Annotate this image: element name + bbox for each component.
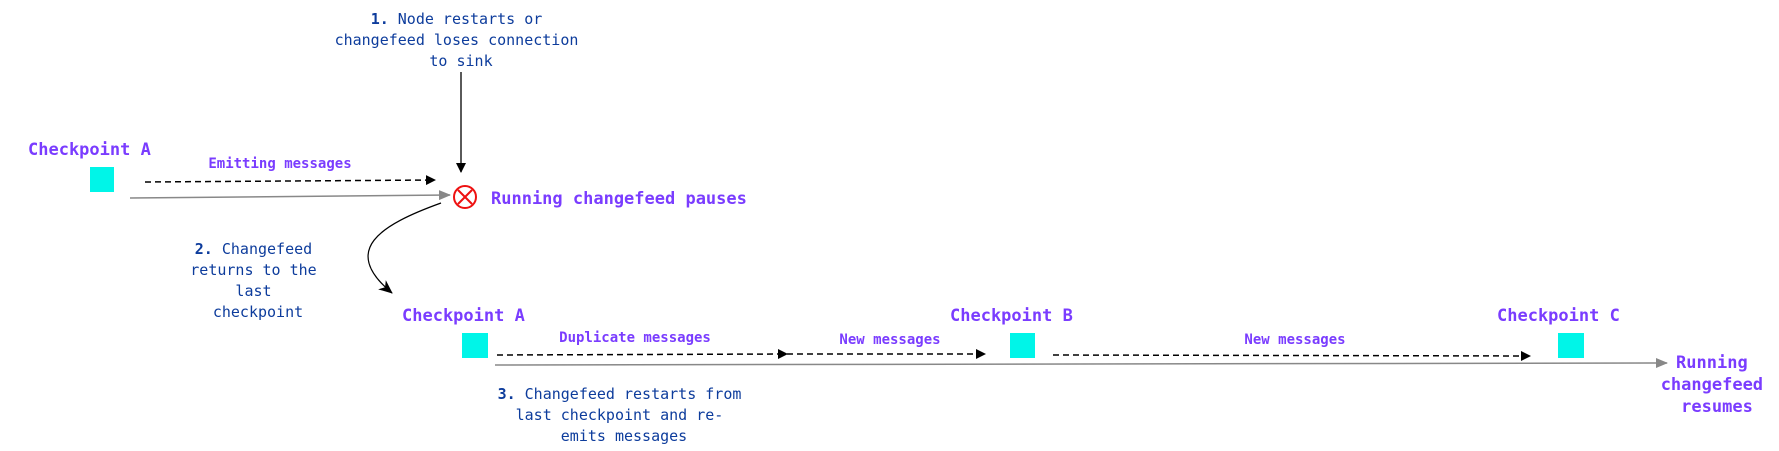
checkpoint-a-marker-row2: [462, 333, 488, 358]
resume-line: changefeed: [1661, 375, 1763, 395]
step3-number: 3.: [498, 385, 516, 403]
step1-number: 1.: [371, 10, 389, 28]
duplicate-messages-label: Duplicate messages: [559, 330, 711, 346]
step1-note: 1. Node restarts or changefeed loses con…: [335, 10, 588, 70]
step3-line: last checkpoint and re-: [516, 406, 724, 424]
step3-line: Changefeed restarts from: [525, 385, 742, 403]
resume-line: Running: [1676, 353, 1748, 373]
checkpoint-a-label-row1: Checkpoint A: [28, 140, 151, 160]
timeline-row1: [129, 190, 451, 201]
step1-line: Node restarts or: [398, 10, 543, 28]
error-circle-x-icon: [453, 185, 477, 209]
checkpoint-c-marker: [1558, 333, 1584, 358]
step3-note: 3. Changefeed restarts from last checkpo…: [498, 385, 751, 445]
step3-line: emits messages: [561, 427, 687, 445]
return-to-checkpoint-arrow: [367, 202, 442, 294]
step2-line: last: [235, 282, 271, 300]
checkpoint-b-marker: [1010, 333, 1035, 358]
step2-note: 2. Changefeed returns to the last checkp…: [190, 240, 325, 321]
checkpoint-c-label: Checkpoint C: [1497, 306, 1620, 326]
emitting-messages-arrow: [144, 175, 436, 186]
resume-line: resumes: [1681, 397, 1753, 417]
timeline-row2: [494, 358, 1668, 369]
checkpoint-b-label: Checkpoint B: [950, 306, 1073, 326]
checkpoint-a-label-row2: Checkpoint A: [402, 306, 525, 326]
step2-line: Changefeed: [222, 240, 312, 258]
new-messages-arrow: [1052, 350, 1531, 361]
step2-number: 2.: [195, 240, 213, 258]
changefeed-resumes-label: Running changefeed resumes: [1661, 353, 1774, 417]
new-messages-label: New messages: [839, 332, 940, 348]
step1-line: to sink: [429, 52, 492, 70]
emitting-messages-label: Emitting messages: [208, 156, 351, 172]
changefeed-pauses-label: Running changefeed pauses: [491, 189, 747, 209]
step2-line: returns to the: [190, 261, 316, 279]
step1-line: changefeed loses connection: [335, 31, 579, 49]
checkpoint-a-marker-row1: [90, 167, 114, 192]
new-messages-label: New messages: [1244, 332, 1345, 348]
duplicate-messages-arrow: [496, 349, 788, 360]
step2-line: checkpoint: [213, 303, 303, 321]
